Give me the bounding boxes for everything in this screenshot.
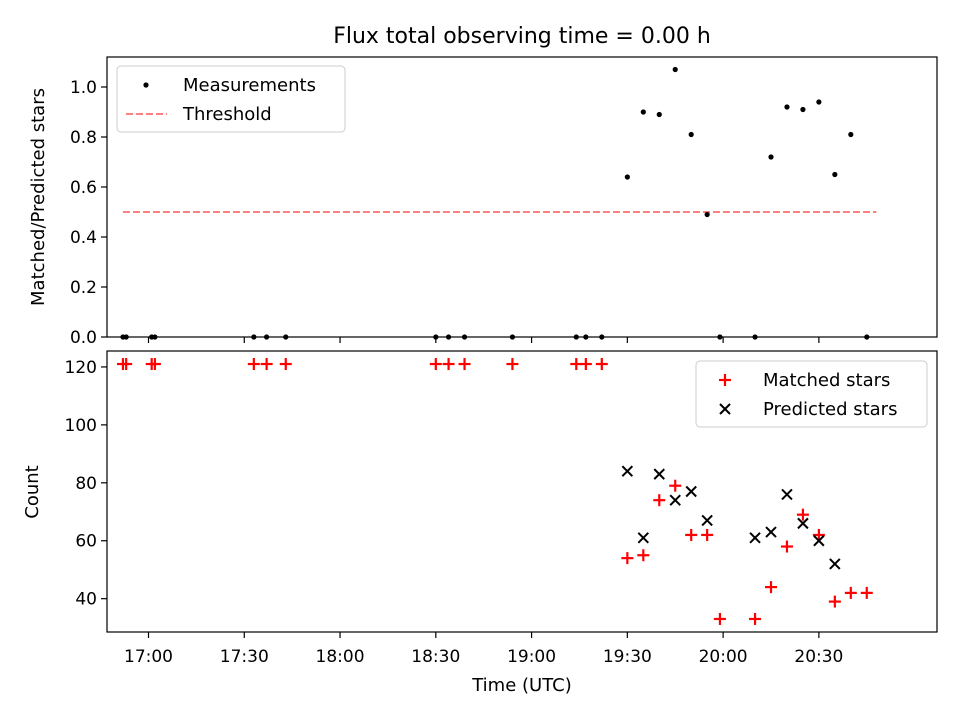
legend-predicted-marker <box>719 403 731 415</box>
measurement-point <box>672 66 678 73</box>
matched-star-point <box>765 581 777 594</box>
predicted-star-point <box>797 517 809 530</box>
top-legend: Measurements Threshold <box>116 65 346 133</box>
legend-measurements-label: Measurements <box>183 75 316 96</box>
matched-star-point <box>812 528 825 541</box>
bottom-y-ticks: 40 60 80 100 120 <box>65 358 107 610</box>
matched-star-point <box>653 494 666 507</box>
matched-star-point <box>713 612 726 625</box>
x-tick-label: 18:00 <box>316 647 365 667</box>
y-tick-label: 1.0 <box>70 78 97 98</box>
x-tick-label: 20:30 <box>794 647 843 667</box>
predicted-star-point <box>653 468 665 480</box>
matched-star-point <box>458 358 471 371</box>
matched-star-point <box>442 358 455 371</box>
matched-star-point <box>120 358 133 371</box>
y-tick-label: 100 <box>65 416 97 436</box>
predicted-star-point <box>765 526 777 538</box>
predicted-star-point <box>685 485 697 498</box>
x-tick-label: 20:00 <box>699 647 748 667</box>
predicted-star-point <box>669 494 681 506</box>
matched-star-point <box>279 358 292 371</box>
y-tick-label: 0.8 <box>70 128 97 148</box>
bottom-legend-box <box>695 360 928 428</box>
predicted-star-point <box>781 488 793 501</box>
matched-star-point <box>828 595 841 608</box>
measurement-point <box>640 109 646 115</box>
matched-star-point <box>506 358 519 371</box>
x-tick-label: 18:30 <box>411 647 460 667</box>
chart-title: Flux total observing time = 0.00 h <box>333 24 711 49</box>
x-tick-label: 17:00 <box>124 647 173 667</box>
predicted-star-point <box>813 535 825 547</box>
matched-star-point <box>621 552 634 565</box>
y-tick-label: 80 <box>75 474 97 494</box>
x-tick-label: 19:30 <box>603 647 652 667</box>
measurement-point <box>656 111 662 118</box>
matched-star-point <box>148 358 161 371</box>
x-tick-label: 19:00 <box>507 647 556 667</box>
x-tick-label: 17:30 <box>220 647 269 667</box>
matched-star-point <box>844 586 857 599</box>
predicted-star-point <box>621 465 634 477</box>
matched-star-point <box>579 358 592 371</box>
matched-star-point <box>637 549 650 562</box>
measurement-point <box>624 174 630 180</box>
y-tick-label: 0.4 <box>70 228 97 248</box>
top-axes-frame <box>106 56 938 338</box>
bottom-axes-frame <box>106 350 938 633</box>
bottom-xlabel: Time (UTC) <box>471 675 572 696</box>
matched-star-point <box>701 528 714 541</box>
top-panel: Flux total observing time = 0.00 h Match… <box>28 24 938 348</box>
y-tick-label: 0.0 <box>70 328 97 348</box>
y-tick-label: 120 <box>65 358 97 378</box>
legend-predicted-label: Predicted stars <box>763 399 897 420</box>
measurement-point <box>704 211 710 218</box>
bottom-panel: Count Time (UTC) 40 60 80 100 120 17:00 17:30… <box>22 350 938 696</box>
matched-star-point <box>749 612 762 625</box>
measurement-point <box>688 131 694 138</box>
bottom-series <box>116 358 873 625</box>
y-tick-label: 0.2 <box>70 278 97 298</box>
matched-star-point <box>669 479 682 492</box>
legend-measurements-marker <box>143 82 149 88</box>
top-series <box>120 66 877 340</box>
matched-star-point <box>860 586 873 599</box>
predicted-star-point <box>701 514 713 527</box>
matched-star-point <box>247 358 260 371</box>
matched-star-point <box>796 508 809 521</box>
predicted-star-point <box>829 558 841 570</box>
y-tick-label: 0.6 <box>70 178 97 198</box>
top-x-ticks <box>147 337 820 343</box>
y-tick-label: 40 <box>75 590 97 610</box>
predicted-star-point <box>749 532 761 544</box>
measurement-point <box>816 99 822 105</box>
bottom-legend: Matched stars Predicted stars <box>695 360 928 428</box>
top-ylabel: Matched/Predicted stars <box>28 88 49 306</box>
predicted-star-point <box>637 532 650 544</box>
matched-star-point <box>595 358 608 371</box>
top-y-ticks: 0.0 0.2 0.4 0.6 0.8 1.0 <box>70 78 107 348</box>
y-tick-label: 60 <box>75 532 97 552</box>
legend-threshold-label: Threshold <box>182 104 272 125</box>
measurement-point <box>768 154 774 160</box>
measurement-point <box>800 106 806 113</box>
measurement-point <box>848 131 854 138</box>
top-legend-box <box>116 65 346 133</box>
bottom-ylabel: Count <box>22 465 43 518</box>
matched-star-point <box>780 540 793 553</box>
legend-matched-marker <box>719 374 731 386</box>
measurement-point <box>784 104 790 110</box>
measurement-point <box>832 171 838 178</box>
legend-matched-label: Matched stars <box>763 370 890 391</box>
matched-star-point <box>429 358 442 371</box>
matched-star-point <box>685 528 698 541</box>
matched-star-point <box>260 358 273 371</box>
bottom-x-ticks: 17:00 17:30 18:00 18:30 19:00 19:30 20:00 20:30 <box>124 632 843 667</box>
